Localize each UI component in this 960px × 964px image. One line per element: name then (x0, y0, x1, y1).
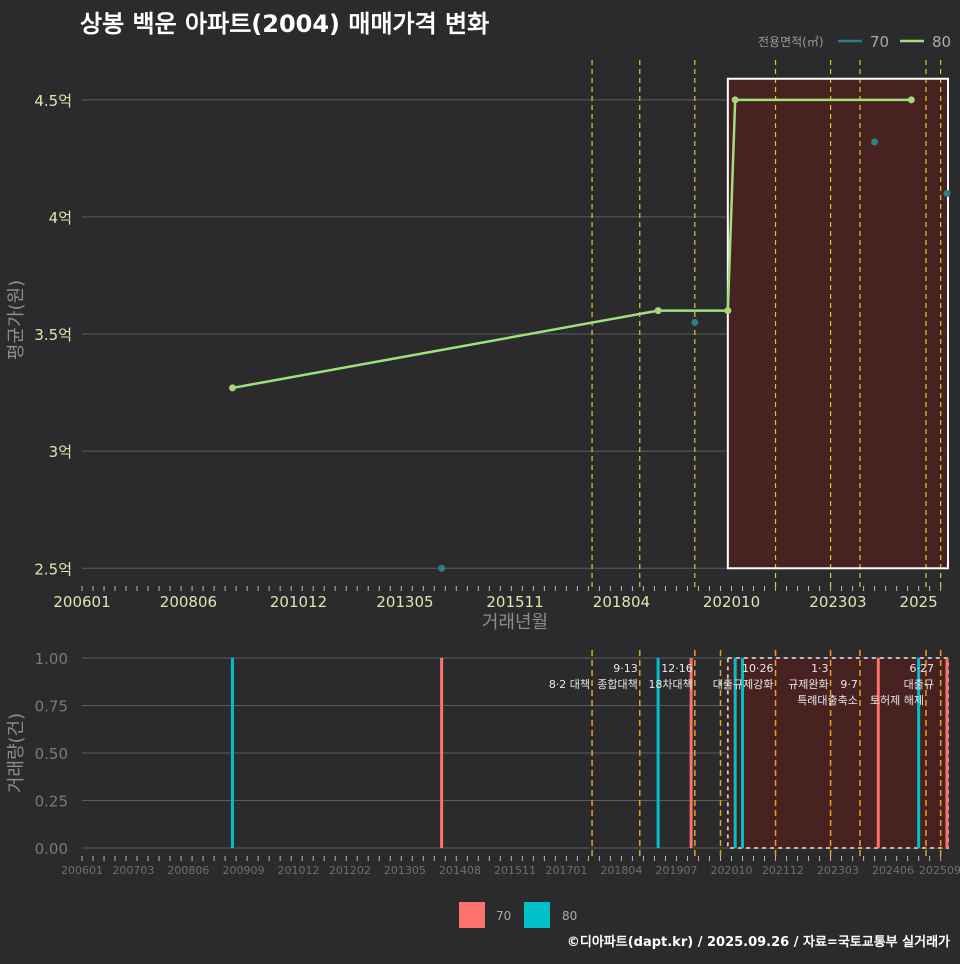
policy-annotation: 9·7 (840, 678, 858, 691)
x-tick-label: 201511 (486, 593, 543, 611)
x-axis-title: 거래년월 (482, 612, 548, 633)
policy-annotation: 토허제 해제 (870, 693, 924, 707)
series-70-point (438, 564, 446, 572)
bottom-y-tick-label: 0.25 (35, 793, 68, 811)
policy-annotation: 규제완화 (788, 678, 828, 691)
source-footer: ©디아파트(dapt.kr) / 2025.09.26 / 자료=국토교통부 실… (566, 935, 950, 950)
series-80-point (654, 307, 662, 315)
policy-annotation: 12·16 (661, 662, 693, 675)
bottom-x-tick-label: 200601 (61, 864, 103, 877)
bottom-x-tick-label: 202406 (872, 864, 914, 877)
policy-annotation: 대출규 (904, 678, 934, 691)
series-80-point (228, 384, 236, 392)
y-tick-label: 4.5억 (34, 92, 72, 110)
series-80-point (731, 96, 739, 104)
bottom-x-tick-label: 201804 (600, 864, 642, 877)
bottom-x-tick-label: 201907 (655, 864, 697, 877)
series-80-point (907, 96, 915, 104)
bottom-x-tick-label: 200703 (112, 864, 154, 877)
bottom-x-tick-label: 202509 (919, 864, 960, 877)
bottom-x-tick-label: 201305 (384, 864, 426, 877)
policy-annotation: 대출규제강화 (713, 678, 774, 691)
bottom-legend-70-swatch (459, 902, 485, 928)
bottom-highlight-region (727, 658, 948, 848)
x-tick-label: 200806 (160, 593, 217, 611)
bottom-legend-80-label: 80 (562, 909, 577, 923)
bottom-x-tick-label: 201408 (439, 864, 481, 877)
legend-80-label: 80 (932, 33, 951, 51)
bottom-y-axis-title: 거래량(건) (6, 713, 27, 793)
highlight-border (726, 77, 949, 570)
policy-annotation: 10·26 (742, 662, 774, 675)
policy-annotation: 9·13 (613, 662, 638, 675)
bottom-x-tick-label: 202303 (817, 864, 859, 877)
bottom-x-tick-label: 201511 (494, 864, 536, 877)
chart-title: 상봉 백운 아파트(2004) 매매가격 변화 (80, 10, 490, 38)
x-tick-label: 2025 (900, 593, 938, 611)
series-70-point (943, 190, 951, 198)
bottom-x-tick-label: 202112 (762, 864, 804, 877)
x-tick-label: 201804 (593, 593, 650, 611)
bottom-x-tick-label: 200909 (222, 864, 264, 877)
x-tick-label: 201012 (270, 593, 327, 611)
legend-70-label: 70 (870, 33, 889, 51)
y-axis-title: 평균가(원) (6, 280, 27, 360)
highlight-region (727, 78, 948, 569)
bottom-legend-70-label: 70 (496, 909, 511, 923)
bottom-y-tick-label: 0.50 (35, 745, 68, 763)
bottom-x-tick-label: 201202 (329, 864, 371, 877)
series-80-point (724, 307, 732, 315)
bottom-y-tick-label: 0.00 (35, 840, 68, 858)
x-tick-label: 202010 (703, 593, 760, 611)
y-tick-label: 3.5억 (34, 326, 72, 344)
x-tick-label: 200601 (53, 593, 110, 611)
series-70-point (871, 138, 879, 146)
policy-annotation: 6·27 (910, 662, 935, 675)
x-tick-label: 201305 (376, 593, 433, 611)
legend-title: 전용면적(㎡) (758, 35, 824, 49)
series-70-point (691, 318, 699, 326)
policy-annotation: 1·3 (811, 662, 829, 675)
bottom-y-tick-label: 1.00 (35, 650, 68, 668)
policy-annotation: 종합대책 (597, 678, 637, 691)
bottom-x-tick-label: 201012 (278, 864, 320, 877)
policy-annotation: 특례대출축소 (797, 694, 858, 707)
bottom-legend-80-swatch (524, 902, 550, 928)
y-tick-label: 4억 (49, 209, 72, 227)
policy-annotation: 8·2 대책 (549, 678, 590, 691)
bottom-x-tick-label: 200806 (167, 864, 209, 877)
bottom-x-tick-label: 201701 (545, 864, 587, 877)
y-tick-label: 3억 (49, 443, 72, 461)
bottom-y-tick-label: 0.75 (35, 698, 68, 716)
bottom-x-tick-label: 202010 (711, 864, 753, 877)
x-tick-label: 202303 (809, 593, 866, 611)
policy-annotation: 18차대책 (648, 678, 692, 691)
y-tick-label: 2.5억 (34, 560, 72, 578)
